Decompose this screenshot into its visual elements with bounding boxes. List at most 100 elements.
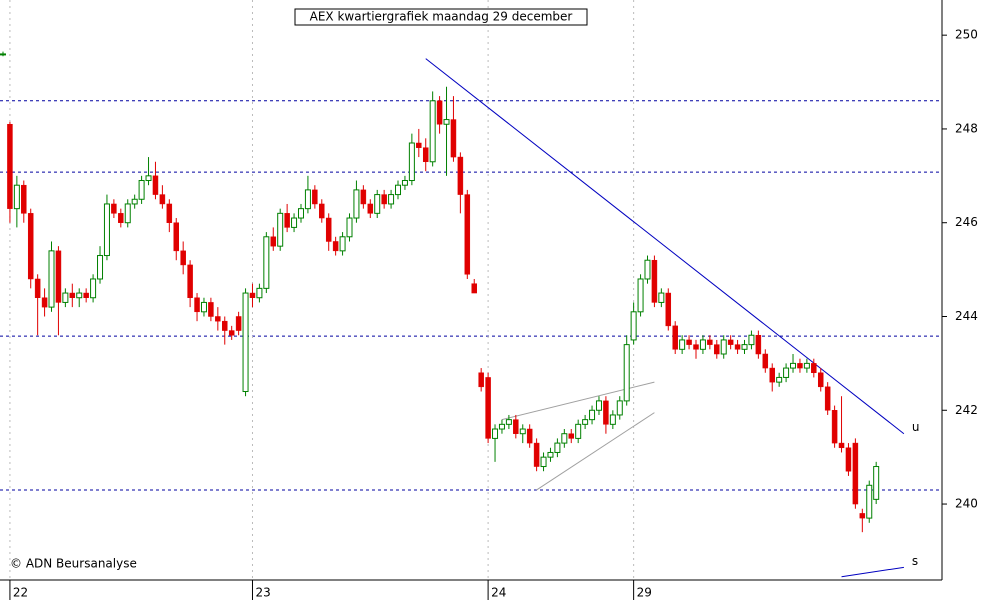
candle-body (145, 175, 152, 182)
candle-body (388, 194, 395, 205)
candle-body (76, 292, 83, 299)
candle-body (124, 203, 131, 224)
candle-body (97, 255, 104, 280)
candle-body (187, 264, 193, 298)
x-tick-label: 23 (255, 586, 270, 600)
candle-body (734, 344, 741, 350)
candle-body (609, 414, 616, 425)
candle-body (34, 278, 41, 298)
candle-body (319, 203, 325, 219)
y-tick-label: 248 (955, 121, 978, 135)
trendline (536, 412, 655, 491)
candle-body (492, 428, 499, 439)
candle-body (755, 334, 762, 355)
candle-body (568, 433, 575, 439)
trendline-label: s (912, 554, 918, 568)
candle-body (769, 367, 775, 383)
candle-body (817, 372, 824, 388)
trendline (425, 58, 905, 435)
candle-body (845, 447, 852, 472)
candle-body (208, 302, 214, 317)
candle-body (644, 259, 651, 280)
candle-body (429, 100, 436, 163)
candle-body (824, 386, 831, 411)
candle-body (291, 217, 298, 228)
candle-body (693, 344, 699, 350)
candle-body (686, 339, 692, 345)
candle-body (672, 325, 678, 350)
candle-body (41, 297, 48, 308)
candle-body (790, 362, 797, 369)
y-tick-label: 244 (955, 309, 978, 323)
candle-body (589, 409, 596, 421)
candle-body (401, 180, 408, 186)
candle-body (616, 400, 623, 416)
candle-body (866, 484, 873, 519)
candle-body (748, 334, 755, 346)
candle-body (325, 217, 332, 242)
candle-body (679, 339, 686, 350)
candle-body (7, 124, 13, 209)
candle-body (699, 339, 706, 350)
candle-body (339, 236, 346, 252)
candle-body (111, 203, 117, 214)
candle-body (519, 428, 526, 435)
candle-body (312, 189, 318, 205)
y-tick-label: 242 (955, 403, 978, 417)
candle-body (408, 142, 415, 182)
candle-body (353, 189, 360, 219)
candle-body (242, 292, 249, 393)
candle-body (714, 344, 720, 355)
candle-body (180, 250, 186, 266)
candle-body (811, 363, 817, 374)
candle-body (651, 259, 658, 303)
candle-body (443, 119, 450, 125)
candle-body (533, 442, 540, 467)
marks (0, 51, 905, 578)
candle-body (395, 184, 402, 196)
candle-body (457, 156, 464, 195)
candle-body (297, 208, 304, 219)
candle-body (277, 212, 284, 247)
candle-body (450, 119, 457, 158)
chart-title: AEX kwartiergrafiek maandag 29 december (310, 10, 573, 24)
candle-body (526, 428, 533, 444)
candle-body (0, 53, 6, 56)
candle-body (381, 194, 387, 205)
candle-body (859, 513, 866, 519)
candle-body (200, 301, 207, 313)
candle-body (21, 184, 27, 214)
candle-body (249, 292, 256, 298)
x-tick-label: 24 (491, 586, 506, 600)
candle-body (69, 292, 76, 298)
candle-body (436, 100, 443, 125)
candle-body (256, 287, 263, 299)
grid (0, 0, 942, 580)
candle-body (637, 278, 644, 313)
candle-body (720, 339, 727, 355)
candle-body (103, 203, 110, 257)
x-tick-label: 29 (637, 586, 652, 600)
candle-body (803, 362, 810, 369)
candle-body (235, 316, 242, 331)
candle-body (27, 213, 34, 280)
candle-body (152, 175, 159, 195)
candle-body (90, 278, 97, 299)
candle-body (166, 203, 173, 223)
candle-body (367, 203, 374, 214)
candle-body (422, 147, 429, 163)
candle-body (284, 213, 290, 228)
candle-body (215, 316, 221, 322)
candle-body (783, 367, 790, 378)
candle-body (630, 311, 637, 341)
candle-body (547, 451, 554, 458)
candle-body (173, 222, 179, 252)
trendline (841, 566, 904, 578)
y-tick-label: 250 (955, 28, 978, 42)
candle-body (513, 419, 519, 434)
candle-body (374, 194, 381, 214)
candle-body (831, 410, 838, 444)
title-box (294, 8, 588, 26)
candle-body (332, 241, 339, 252)
candle-body (131, 198, 138, 205)
